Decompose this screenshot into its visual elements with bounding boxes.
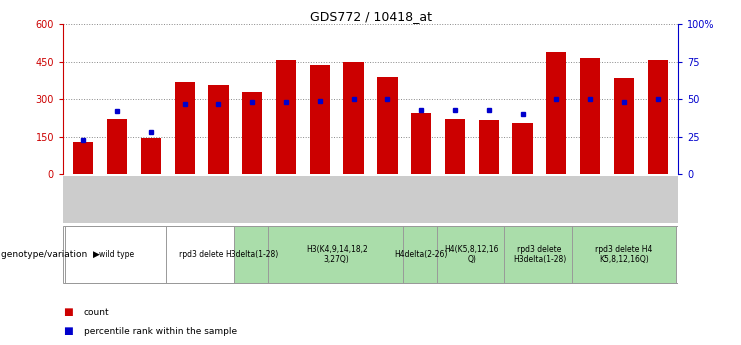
Bar [505, 226, 574, 283]
Bar [546, 52, 567, 174]
Bar [73, 142, 93, 174]
Bar [572, 226, 676, 283]
Bar [377, 77, 397, 174]
Bar [310, 66, 330, 174]
Text: wild type: wild type [99, 250, 135, 259]
Bar [242, 92, 262, 174]
Bar [276, 60, 296, 174]
Text: percentile rank within the sample: percentile rank within the sample [84, 327, 237, 336]
Bar [234, 226, 270, 283]
Bar [445, 119, 465, 174]
Text: H3delta(1-28): H3delta(1-28) [225, 250, 279, 259]
Title: GDS772 / 10418_at: GDS772 / 10418_at [310, 10, 431, 23]
Bar [174, 82, 195, 174]
Bar [141, 138, 161, 174]
Bar [107, 119, 127, 174]
Text: H3(K4,9,14,18,2
3,27Q): H3(K4,9,14,18,2 3,27Q) [306, 245, 368, 264]
Bar [479, 120, 499, 174]
Bar [208, 86, 228, 174]
Text: ■: ■ [63, 307, 73, 317]
Text: count: count [84, 308, 110, 317]
Bar [411, 113, 431, 174]
Bar [167, 226, 236, 283]
Bar [513, 123, 533, 174]
Text: rpd3 delete H4
K5,8,12,16Q): rpd3 delete H4 K5,8,12,16Q) [595, 245, 653, 264]
Text: H4(K5,8,12,16
Q): H4(K5,8,12,16 Q) [445, 245, 499, 264]
Bar [614, 78, 634, 174]
Bar [268, 226, 405, 283]
Bar [65, 226, 169, 283]
Bar [580, 58, 600, 174]
Bar [344, 62, 364, 174]
Text: genotype/variation  ▶: genotype/variation ▶ [1, 250, 99, 259]
Bar [403, 226, 439, 283]
Text: rpd3 delete
H3delta(1-28): rpd3 delete H3delta(1-28) [513, 245, 566, 264]
Bar [648, 60, 668, 174]
Text: H4delta(2-26): H4delta(2-26) [394, 250, 448, 259]
Bar [436, 226, 507, 283]
Text: ■: ■ [63, 326, 73, 336]
Text: rpd3 delete: rpd3 delete [179, 250, 224, 259]
